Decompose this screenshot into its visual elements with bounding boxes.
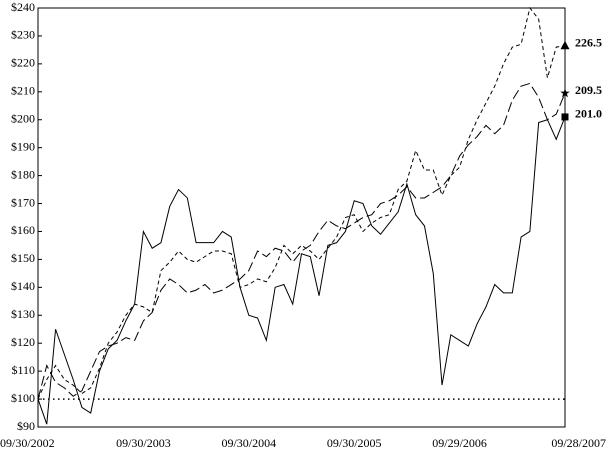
y-tick-label: $170 bbox=[11, 195, 35, 209]
y-tick-label: $190 bbox=[11, 139, 35, 153]
series-line bbox=[37, 116, 566, 425]
y-tick-label: $220 bbox=[11, 56, 35, 70]
y-tick-label: $180 bbox=[11, 167, 35, 181]
end-marker bbox=[560, 88, 570, 98]
y-tick-label: $120 bbox=[11, 335, 35, 349]
plot-frame bbox=[37, 7, 566, 428]
y-tick-label: $110 bbox=[11, 363, 35, 377]
end-label: 201.0 bbox=[575, 107, 602, 121]
y-tick-label: $210 bbox=[11, 84, 35, 98]
series-line bbox=[37, 6, 566, 400]
y-tick-label: $90 bbox=[17, 419, 35, 433]
y-tick-label: $160 bbox=[11, 223, 35, 237]
y-tick-label: $140 bbox=[11, 279, 35, 293]
end-label: 226.5 bbox=[575, 35, 602, 49]
y-tick-label: $200 bbox=[11, 111, 35, 125]
x-tick-label: 09/28/2007 bbox=[551, 436, 606, 450]
y-tick-label: $240 bbox=[11, 0, 35, 14]
x-tick-label: 09/30/2005 bbox=[327, 436, 382, 450]
x-tick-label: 09/30/2003 bbox=[116, 436, 171, 450]
end-marker bbox=[560, 40, 570, 50]
end-marker bbox=[561, 113, 569, 121]
x-tick-label: 09/30/2002 bbox=[0, 436, 55, 450]
x-tick-label: 09/29/2006 bbox=[432, 436, 487, 450]
y-tick-label: $150 bbox=[11, 251, 35, 265]
series-line bbox=[37, 82, 566, 400]
y-tick-label: $100 bbox=[11, 391, 35, 405]
y-tick-label: $230 bbox=[11, 28, 35, 42]
y-tick-label: $130 bbox=[11, 307, 35, 321]
end-label: 209.5 bbox=[575, 83, 602, 97]
x-tick-label: 09/30/2004 bbox=[221, 436, 276, 450]
